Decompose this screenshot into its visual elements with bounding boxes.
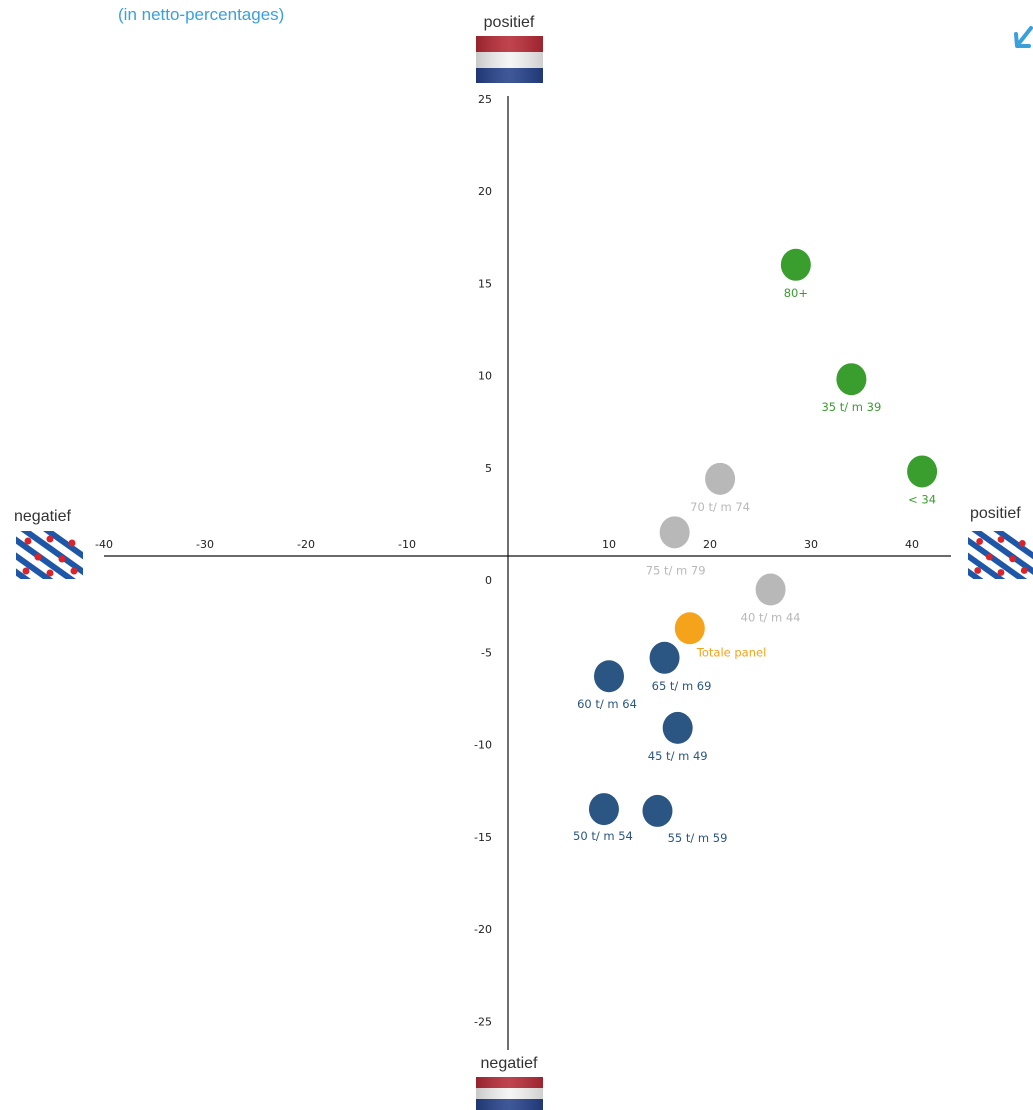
y-tick-label: -20 — [474, 923, 492, 936]
data-point — [674, 612, 705, 645]
data-point-label: 45 t/ m 49 — [648, 749, 708, 763]
data-point-label: 70 t/ m 74 — [690, 500, 750, 514]
dutch-flag-bottom-icon — [476, 1077, 543, 1110]
data-point-label: 80+ — [784, 286, 808, 300]
data-point — [780, 248, 811, 281]
data-point-label: < 34 — [908, 492, 936, 506]
data-point — [642, 794, 673, 827]
data-point-label: 65 t/ m 69 — [652, 679, 712, 693]
y-tick-label: 20 — [478, 185, 492, 198]
data-point — [907, 455, 938, 488]
data-point — [594, 660, 624, 693]
data-point — [755, 573, 786, 606]
data-point-label: 40 t/ m 44 — [741, 611, 801, 625]
x-tick-label: -10 — [398, 538, 416, 551]
data-point-label: Totale panel — [696, 645, 767, 659]
data-point — [588, 793, 619, 826]
data-point-label: 55 t/ m 59 — [668, 831, 728, 845]
data-point-label: 50 t/ m 54 — [573, 829, 633, 843]
x-tick-label: 40 — [905, 538, 919, 551]
data-point-label: 75 t/ m 79 — [646, 563, 706, 577]
data-point — [836, 363, 867, 396]
left-pole-label: negatief — [14, 508, 71, 525]
x-tick-label: 20 — [703, 538, 717, 551]
y-tick-label: 25 — [478, 93, 492, 106]
data-point — [705, 462, 736, 495]
data-point — [662, 711, 693, 744]
x-tick-label: 30 — [804, 538, 818, 551]
right-pole-label: positief — [970, 505, 1021, 522]
y-tick-label: 10 — [478, 370, 492, 383]
top-pole-label: positief — [484, 14, 535, 31]
y-tick-label: -15 — [474, 831, 492, 844]
x-tick-label: -30 — [196, 538, 214, 551]
y-tick-label: -5 — [481, 646, 492, 659]
arrow-icon — [1014, 26, 1033, 48]
x-tick-label: 10 — [602, 538, 616, 551]
y-tick-label: -10 — [474, 739, 492, 752]
x-tick-label: -20 — [297, 538, 315, 551]
y-tick-label: -25 — [474, 1015, 492, 1028]
frisian-flag-right-icon — [968, 531, 1033, 579]
y-tick-label: 5 — [485, 462, 492, 475]
y-tick-label: 0 — [485, 574, 492, 587]
dutch-flag-top-icon — [476, 36, 543, 83]
bottom-pole-label: negatief — [481, 1055, 538, 1072]
x-tick-label: -40 — [95, 538, 113, 551]
frisian-flag-left-icon — [16, 531, 83, 579]
chart-subtitle: (in netto-percentages) — [118, 5, 284, 24]
data-point-label: 60 t/ m 64 — [577, 697, 637, 711]
y-tick-label: 15 — [478, 277, 492, 290]
data-point — [659, 516, 690, 549]
data-point-label: 35 t/ m 39 — [821, 400, 881, 414]
data-point — [649, 641, 680, 674]
